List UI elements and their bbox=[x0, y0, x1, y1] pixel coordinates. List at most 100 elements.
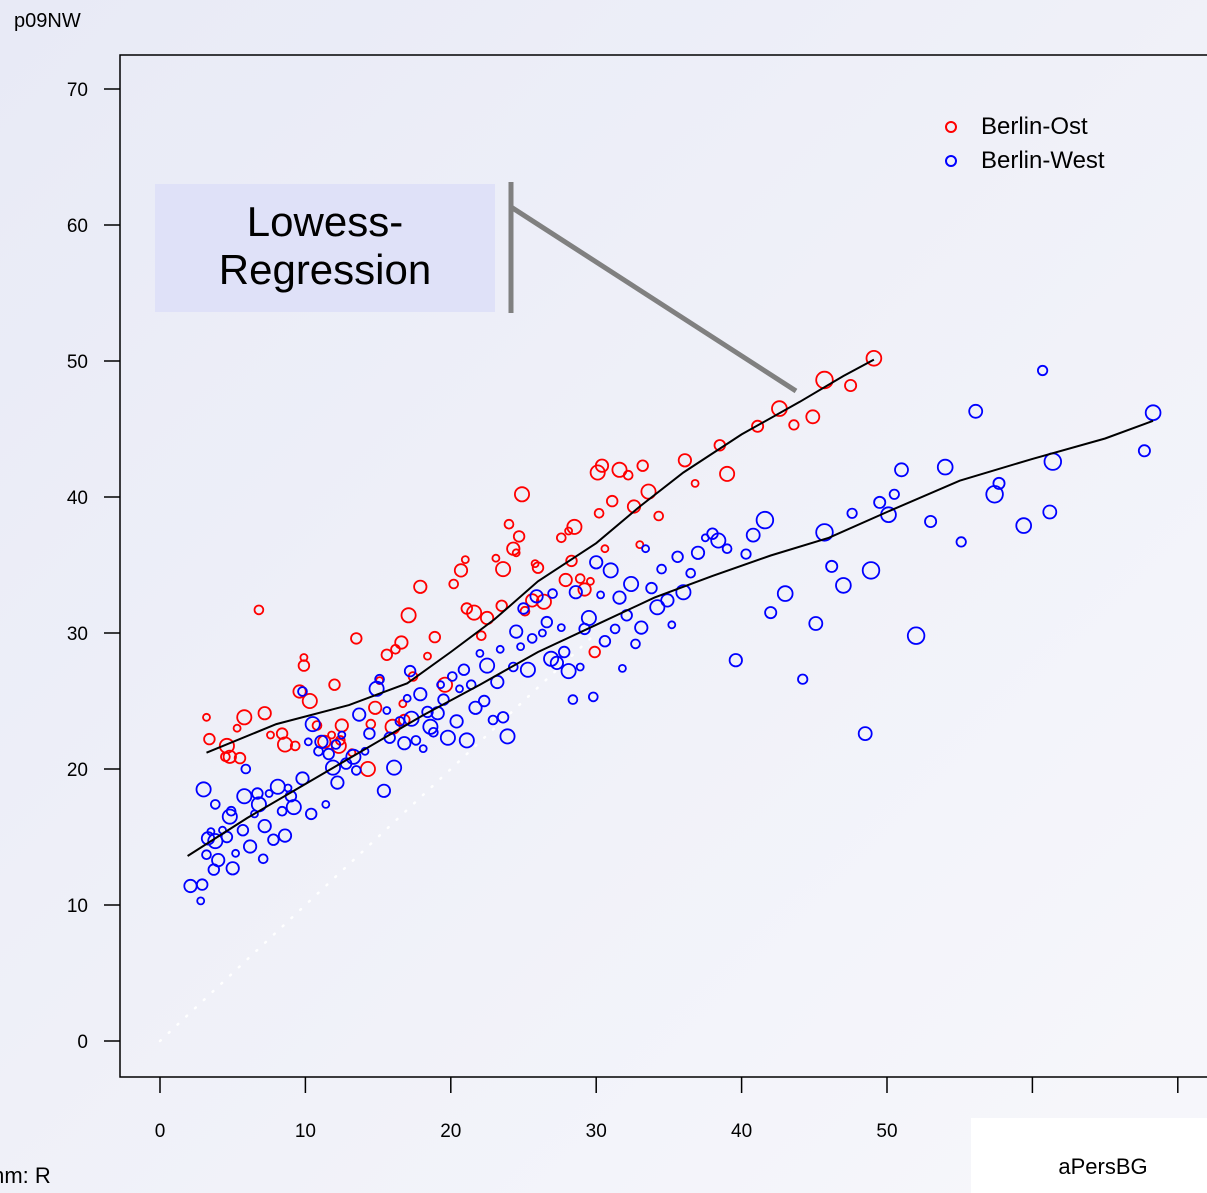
data-point bbox=[649, 599, 666, 616]
data-point bbox=[815, 370, 834, 390]
data-point bbox=[596, 590, 605, 600]
data-point bbox=[568, 585, 583, 600]
data-point bbox=[566, 518, 583, 535]
data-point bbox=[660, 593, 675, 608]
data-point bbox=[422, 718, 439, 735]
data-point bbox=[359, 761, 376, 778]
data-point bbox=[547, 588, 558, 599]
data-point bbox=[519, 661, 536, 678]
data-point bbox=[257, 706, 272, 721]
data-point bbox=[384, 718, 401, 735]
data-point bbox=[289, 740, 301, 752]
data-point bbox=[797, 673, 809, 685]
data-point bbox=[685, 567, 696, 579]
data-point bbox=[805, 409, 821, 425]
data-point bbox=[846, 507, 858, 519]
legend-item-berlin-west: Berlin-West bbox=[940, 144, 1105, 178]
data-point bbox=[577, 582, 592, 597]
data-point bbox=[894, 462, 909, 478]
data-point bbox=[495, 599, 508, 613]
annotation-box: Lowess- Regression bbox=[155, 184, 495, 312]
data-point bbox=[516, 642, 525, 651]
data-point bbox=[525, 593, 540, 608]
x-tick-label: 50 bbox=[876, 1121, 897, 1142]
data-point bbox=[305, 807, 318, 821]
data-point bbox=[499, 728, 516, 745]
data-point bbox=[575, 662, 585, 672]
data-point bbox=[587, 691, 599, 703]
data-point bbox=[873, 495, 887, 509]
data-point bbox=[352, 707, 367, 722]
data-point bbox=[593, 507, 605, 519]
data-point bbox=[529, 589, 544, 604]
data-point bbox=[314, 734, 329, 749]
data-point bbox=[671, 550, 684, 564]
lowess-line bbox=[187, 419, 1154, 857]
data-point bbox=[350, 765, 362, 776]
data-point bbox=[690, 478, 700, 488]
y-tick-label: 20 bbox=[67, 760, 88, 781]
data-point bbox=[210, 799, 221, 810]
data-point bbox=[808, 616, 824, 631]
data-point bbox=[455, 684, 464, 694]
data-point bbox=[1144, 404, 1162, 422]
data-point bbox=[243, 839, 258, 854]
data-point bbox=[236, 788, 253, 805]
data-point bbox=[240, 763, 252, 775]
data-point bbox=[203, 732, 216, 746]
data-point bbox=[567, 694, 579, 705]
data-point bbox=[449, 714, 464, 729]
plot-frame bbox=[119, 54, 1207, 1078]
data-point bbox=[183, 878, 198, 894]
y-tick-label: 30 bbox=[67, 624, 88, 645]
data-point bbox=[630, 638, 641, 650]
data-point bbox=[285, 799, 302, 816]
data-point bbox=[303, 737, 313, 747]
data-point bbox=[328, 678, 341, 691]
data-point bbox=[776, 585, 794, 602]
data-point bbox=[503, 518, 515, 530]
data-point bbox=[764, 606, 778, 620]
data-point bbox=[509, 624, 524, 639]
data-point bbox=[531, 561, 545, 574]
data-point bbox=[507, 661, 519, 673]
y-axis-title: p09NW bbox=[14, 10, 81, 32]
annotation-line1: Lowess- bbox=[246, 198, 404, 245]
data-point bbox=[641, 544, 650, 554]
data-point bbox=[225, 861, 240, 876]
data-point bbox=[222, 749, 237, 764]
data-point bbox=[327, 730, 337, 740]
data-point bbox=[380, 648, 394, 662]
data-point bbox=[618, 664, 627, 673]
data-point bbox=[677, 453, 693, 468]
y-tick-label: 70 bbox=[67, 80, 88, 101]
annotation-pointer bbox=[509, 204, 798, 394]
data-point bbox=[402, 693, 412, 703]
data-point bbox=[460, 555, 470, 564]
data-point bbox=[888, 488, 900, 500]
data-point bbox=[609, 623, 621, 635]
data-point bbox=[453, 563, 469, 578]
data-point bbox=[423, 651, 432, 661]
data-point bbox=[589, 555, 604, 570]
data-point bbox=[598, 635, 612, 648]
data-point bbox=[514, 486, 531, 503]
y-tick-label: 0 bbox=[77, 1032, 88, 1053]
data-point bbox=[623, 576, 640, 593]
data-point bbox=[751, 419, 765, 433]
data-point bbox=[788, 419, 800, 431]
data-point bbox=[418, 744, 428, 753]
data-point bbox=[397, 736, 412, 751]
lowess-lines bbox=[187, 358, 1154, 857]
data-point bbox=[276, 736, 293, 753]
data-point bbox=[324, 759, 341, 776]
data-point bbox=[512, 530, 526, 543]
data-point bbox=[560, 663, 577, 680]
data-point bbox=[924, 515, 938, 529]
data-point bbox=[269, 778, 286, 795]
data-point bbox=[634, 620, 649, 635]
legend: Berlin-Ost Berlin-West bbox=[940, 110, 1105, 178]
y-tick-label: 40 bbox=[67, 488, 88, 509]
data-point bbox=[549, 655, 565, 671]
